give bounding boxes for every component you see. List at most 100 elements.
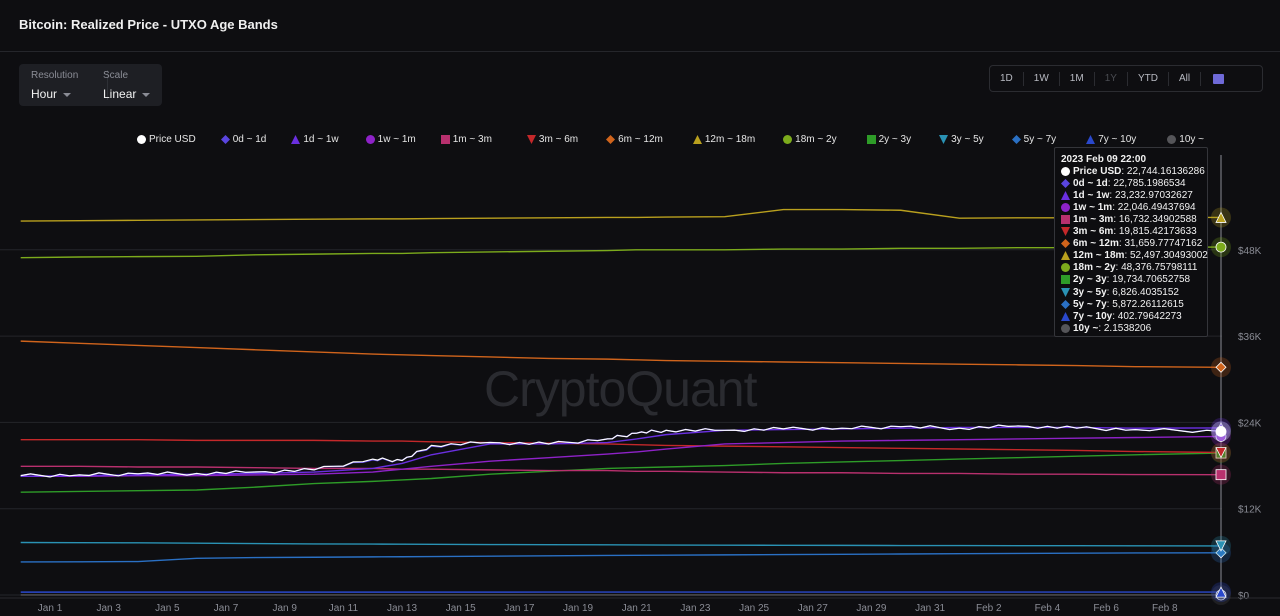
tooltip-value: 5,872.26112615 [1112,298,1184,310]
legend-item-3y-5y[interactable]: 3y ~ 5y [939,134,984,145]
legend-item-12m-18m[interactable]: 12m ~ 18m [692,134,755,145]
range-all-button[interactable]: All [1169,71,1202,86]
legend-item-1m-3m[interactable]: 1m ~ 3m [440,134,492,145]
circle-icon [1061,323,1070,333]
chevron-down-icon [63,92,72,97]
tooltip-series-name: 5y ~ 7y [1073,298,1107,310]
legend-item-1d-1w[interactable]: 1d ~ 1w [291,134,339,145]
range-1w-button[interactable]: 1W [1024,71,1060,86]
triangle-down-icon [1061,287,1070,297]
series-line-12m-18m [20,208,1222,222]
tooltip-value: 402.79642273 [1117,310,1182,322]
series-line-18m-2y [20,246,1222,259]
legend-item-1w-1m[interactable]: 1w ~ 1m [365,134,416,145]
series-line-5y-7y [20,552,1222,563]
tooltip-row: 5y ~ 7y: 5,872.26112615 [1061,298,1201,310]
legend-label: 1w ~ 1m [377,134,416,145]
x-tick-label: Jan 23 [680,603,710,614]
circle-icon [365,135,375,144]
tooltip-colon: : [1121,165,1127,177]
tooltip-value: 22,744.16136286 [1126,165,1205,177]
legend-label: 0d ~ 1d [232,134,267,145]
tooltip-row: 6m ~ 12m: 31,659.77747162 [1061,238,1202,250]
calendar-icon[interactable] [1213,73,1225,84]
triangle-icon [1061,190,1070,200]
x-tick-label: Jan 15 [446,603,476,614]
resolution-label: Resolution [31,70,79,81]
tooltip-value: 2.1538206 [1103,322,1152,334]
tooltip-row: 0d ~ 1d: 22,785.1986534 [1061,177,1201,189]
square-icon [866,135,876,144]
x-tick-label: Jan 19 [563,603,593,614]
scale-select[interactable]: Scale Linear [103,70,151,101]
y-tick-label: $48K [1238,246,1262,257]
tooltip-row: 3m ~ 6m: 19,815.42173633 [1061,226,1201,238]
tooltip-value: 16,732.34902588 [1118,214,1197,226]
legend-label: 1d ~ 1w [303,134,339,145]
legend-item-6m-12m[interactable]: 6m ~ 12m [606,134,663,145]
scale-value: Linear [103,87,137,101]
tooltip-value: 52,497.30493002 [1130,250,1208,262]
legend-item-18m-2y[interactable]: 18m ~ 2y [783,134,837,145]
legend-label: Price USD [149,134,196,145]
tooltip-row: 1d ~ 1w: 23,232.97032627 [1061,189,1201,201]
point-marker-3y-5y [1215,540,1227,552]
tooltip-series-name: 6m ~ 12m [1073,238,1119,250]
range-1y-button[interactable]: 1Y [1095,71,1128,86]
legend-item-2y-3y[interactable]: 2y ~ 3y [866,134,911,145]
range-ytd-button[interactable]: YTD [1128,71,1169,86]
triangle-icon [1061,311,1070,321]
legend-item-7y-10y[interactable]: 7y ~ 10y [1086,134,1136,145]
range-1m-button[interactable]: 1M [1060,71,1095,86]
legend-item-price-usd[interactable]: Price USD [137,134,196,145]
x-tick-label: Feb 6 [1093,603,1119,614]
tooltip-colon: : [1113,226,1119,238]
tooltip-colon: : [1115,262,1122,274]
tooltip-value: 19,734.70652758 [1112,274,1191,286]
circle-icon [1061,263,1070,273]
legend-item-0d-1d[interactable]: 0d ~ 1d [220,134,267,145]
x-tick-label: Jan 1 [38,603,63,614]
legend-item-3m-6m[interactable]: 3m ~ 6m [526,134,578,145]
resolution-value: Hour [31,87,58,101]
tooltip-colon: : [1106,298,1113,310]
tooltip-series-name: 1m ~ 3m [1073,214,1114,226]
point-marker-18m-2y [1215,241,1227,253]
circle-icon [137,135,146,144]
x-tick-label: Jan 27 [798,603,828,614]
series-line-0d-1d [20,424,1222,478]
circle-icon [1061,166,1070,176]
y-tick-label: $36K [1238,332,1262,343]
x-tick-label: Jan 3 [96,603,121,614]
triangle-icon [692,135,702,144]
tooltip-colon: : [1118,238,1125,250]
point-marker-3m-6m [1215,447,1227,459]
legend-label: 3y ~ 5y [951,134,984,145]
tooltip-series-name: 7y ~ 10y [1073,310,1113,322]
legend-item-5y-7y[interactable]: 5y ~ 7y [1011,134,1056,145]
tooltip-row: 1m ~ 3m: 16,732.34902588 [1061,213,1201,225]
triangle-down-icon [1061,227,1070,237]
series-line-price-usd [20,424,1222,478]
y-tick-label: $0 [1238,591,1250,602]
tooltip-colon: : [1124,250,1130,262]
chart-controls: Resolution Hour Scale Linear [19,64,162,106]
tooltip-colon: : [1112,310,1118,322]
square-icon [1061,215,1070,225]
range-1d-button[interactable]: 1D [990,71,1024,86]
chart-legend: Price USD 0d ~ 1d 1d ~ 1w 1w ~ 1m 1m ~ 3m 3m … [137,134,1204,145]
diamond-icon [1061,178,1070,188]
triangle-icon [291,135,301,144]
tooltip-row: 18m ~ 2y: 48,376.75798111 [1061,262,1201,274]
legend-label: 18m ~ 2y [795,134,837,145]
legend-item-10y[interactable]: 10y ~ [1167,134,1204,145]
tooltip-series-name: 0d ~ 1d [1073,177,1108,189]
triangle-down-icon [526,135,536,144]
series-line-1d-1w [20,426,1222,478]
legend-label: 7y ~ 10y [1098,134,1137,145]
page-title: Bitcoin: Realized Price - UTXO Age Bands [19,17,278,32]
tooltip-row: 1w ~ 1m: 22,046.49437694 [1061,201,1201,213]
resolution-select[interactable]: Resolution Hour [31,70,78,101]
divider [107,70,108,100]
x-tick-label: Jan 25 [739,603,769,614]
